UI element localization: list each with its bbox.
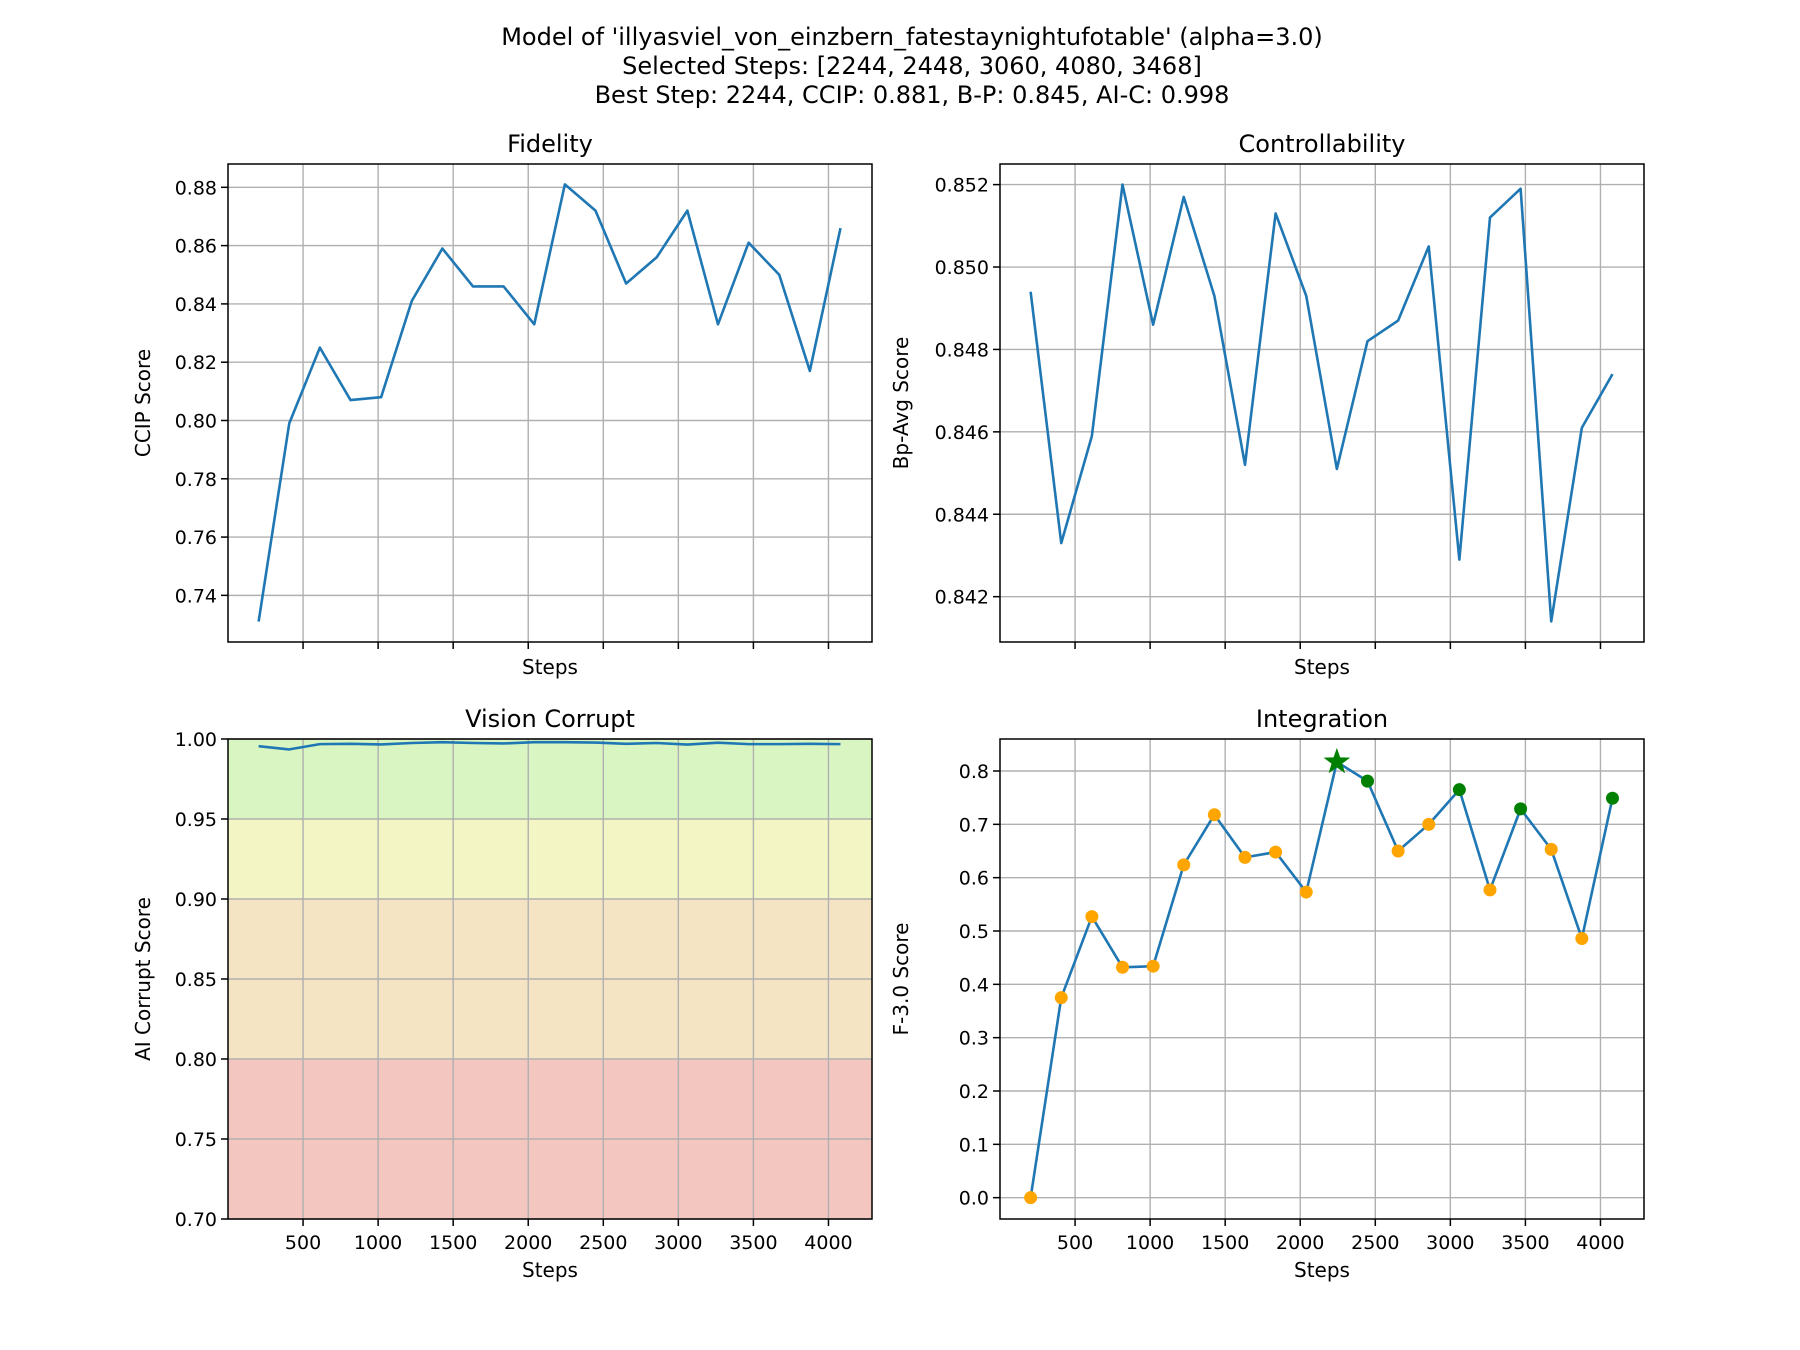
integration-axes-frame xyxy=(999,738,1645,1220)
integration-x-ticklabel: 1000 xyxy=(1126,1232,1174,1254)
controllability-title: Controllability xyxy=(1239,130,1406,158)
vision-corrupt-y-ticklabel: 0.80 xyxy=(175,1049,217,1071)
vision-corrupt-y-ticklabel: 0.85 xyxy=(175,969,217,991)
integration-x-ticklabel: 500 xyxy=(1057,1232,1093,1254)
integration-x-ticklabel: 1500 xyxy=(1201,1232,1249,1254)
integration-point xyxy=(1575,931,1589,945)
integration-point xyxy=(1544,842,1558,856)
vision-corrupt-x-axis-label: Steps xyxy=(522,1258,578,1282)
vision-corrupt-band-2 xyxy=(228,819,872,899)
fidelity-y-ticklabel: 0.74 xyxy=(175,585,217,607)
integration-y-ticklabel: 0.5 xyxy=(959,921,989,943)
vision-corrupt-y-ticklabel: 1.00 xyxy=(175,729,217,751)
integration-point xyxy=(1115,960,1129,974)
fidelity-y-ticklabel: 0.80 xyxy=(175,410,217,432)
fidelity-y-ticklabel: 0.82 xyxy=(175,352,217,374)
controllability-panel: 0.842 0.844 0.846 0.848 0.850 0.852 Controllab… xyxy=(889,130,1645,679)
figure-title-line-1: Model of 'illyasviel_von_einzbern_fatest… xyxy=(501,23,1323,51)
fidelity-y-ticklabel: 0.86 xyxy=(175,236,217,258)
integration-title: Integration xyxy=(1256,705,1388,733)
vision-corrupt-y-ticklabel: 0.90 xyxy=(175,889,217,911)
integration-point xyxy=(1269,845,1283,859)
integration-x-ticklabel: 3000 xyxy=(1426,1232,1474,1254)
vision-corrupt-x-ticklabel: 2500 xyxy=(579,1232,627,1254)
vision-corrupt-x-ticklabel: 3500 xyxy=(729,1232,777,1254)
vision-corrupt-x-ticklabel: 4000 xyxy=(804,1232,852,1254)
integration-y-ticklabel: 0.1 xyxy=(959,1134,989,1156)
vision-corrupt-panel: 500 1000 1500 2000 2500 3000 3500 4000 0.70 0.75 0… xyxy=(131,705,873,1282)
vision-corrupt-x-ticklabel: 500 xyxy=(285,1232,321,1254)
vision-corrupt-y-ticklabel: 0.70 xyxy=(175,1209,217,1231)
controllability-x-axis-label: Steps xyxy=(1294,655,1350,679)
fidelity-y-ticklabel: 0.84 xyxy=(175,294,217,316)
controllability-series-line xyxy=(1029,183,1614,623)
integration-selected-point xyxy=(1514,802,1528,816)
integration-x-axis-label: Steps xyxy=(1294,1258,1350,1282)
integration-y-ticklabel: 0.2 xyxy=(959,1081,989,1103)
integration-selected-point xyxy=(1605,791,1619,805)
integration-x-ticklabel: 3500 xyxy=(1501,1232,1549,1254)
integration-y-ticklabel: 0.0 xyxy=(959,1188,989,1210)
controllability-y-axis-label: Bp-Avg Score xyxy=(889,337,913,470)
vision-corrupt-x-ticklabel: 1000 xyxy=(354,1232,402,1254)
controllability-y-ticklabel: 0.842 xyxy=(935,587,989,609)
fidelity-title: Fidelity xyxy=(507,130,593,158)
controllability-axes-frame xyxy=(999,163,1645,643)
controllability-y-ticklabel: 0.850 xyxy=(935,257,989,279)
integration-y-ticklabel: 0.8 xyxy=(959,761,989,783)
vision-corrupt-x-ticklabel: 3000 xyxy=(654,1232,702,1254)
figure-title-line-2: Selected Steps: [2244, 2448, 3060, 4080,… xyxy=(622,52,1202,80)
controllability-y-ticklabel: 0.844 xyxy=(935,504,989,526)
vision-corrupt-x-ticklabel: 2000 xyxy=(504,1232,552,1254)
vision-corrupt-x-ticklabel: 1500 xyxy=(429,1232,477,1254)
integration-point xyxy=(1483,883,1497,897)
vision-corrupt-y-ticklabel: 0.95 xyxy=(175,809,217,831)
fidelity-x-axis-label: Steps xyxy=(522,655,578,679)
fidelity-y-ticklabel: 0.76 xyxy=(175,527,217,549)
vision-corrupt-series-line xyxy=(258,740,841,751)
fidelity-panel: 0.74 0.76 0.78 0.80 0.82 0.84 0.86 0.88 Fidelity… xyxy=(131,130,873,679)
vision-corrupt-band-3 xyxy=(228,739,872,819)
figure-title-line-3: Best Step: 2244, CCIP: 0.881, B-P: 0.845… xyxy=(595,81,1230,109)
controllability-y-ticklabel: 0.852 xyxy=(935,175,989,197)
integration-point xyxy=(1054,991,1068,1005)
integration-y-ticklabel: 0.7 xyxy=(959,814,989,836)
integration-panel: 500 1000 1500 2000 2500 3000 3500 4000 0.0 0.1 0.2… xyxy=(889,705,1645,1282)
integration-y-axis-label: F-3.0 Score xyxy=(889,923,913,1036)
integration-x-ticklabel: 4000 xyxy=(1576,1232,1624,1254)
integration-y-ticklabel: 0.3 xyxy=(959,1028,989,1050)
integration-selected-point xyxy=(1452,783,1466,797)
controllability-y-ticklabel: 0.848 xyxy=(935,339,989,361)
integration-selected-point xyxy=(1360,774,1374,788)
integration-x-ticklabel: 2000 xyxy=(1276,1232,1324,1254)
integration-y-ticklabel: 0.4 xyxy=(959,974,989,996)
vision-corrupt-y-ticklabel: 0.75 xyxy=(175,1129,217,1151)
integration-point xyxy=(1422,817,1436,831)
fidelity-series-line xyxy=(257,183,842,622)
integration-point xyxy=(1024,1191,1038,1205)
integration-point xyxy=(1146,959,1160,973)
integration-point xyxy=(1299,885,1313,899)
integration-y-ticklabel: 0.6 xyxy=(959,868,989,890)
fidelity-y-ticklabel: 0.78 xyxy=(175,469,217,491)
vision-corrupt-y-axis-label: AI Corrupt Score xyxy=(131,897,155,1061)
fidelity-y-ticklabel: 0.88 xyxy=(175,177,217,199)
vision-corrupt-title: Vision Corrupt xyxy=(465,705,635,733)
integration-x-ticklabel: 2500 xyxy=(1351,1232,1399,1254)
fidelity-axes-frame xyxy=(227,163,873,643)
integration-point xyxy=(1177,858,1191,872)
fidelity-y-axis-label: CCIP Score xyxy=(131,349,155,457)
controllability-y-ticklabel: 0.846 xyxy=(935,422,989,444)
integration-point xyxy=(1207,808,1221,822)
integration-best-step-star xyxy=(1323,747,1351,774)
integration-point xyxy=(1238,850,1252,864)
integration-point xyxy=(1391,844,1405,858)
integration-point xyxy=(1085,910,1099,924)
